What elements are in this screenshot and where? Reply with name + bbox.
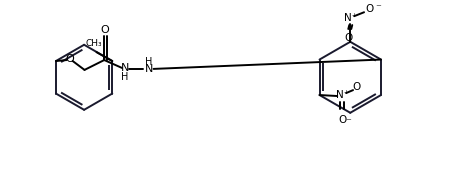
Text: CH₃: CH₃ xyxy=(85,39,101,48)
Text: O: O xyxy=(337,115,346,125)
Text: ⁻: ⁻ xyxy=(344,118,350,128)
Text: H: H xyxy=(121,72,129,82)
Text: N⁺: N⁺ xyxy=(343,13,356,23)
Text: O: O xyxy=(365,4,373,14)
Text: N: N xyxy=(144,64,152,74)
Text: ⁻: ⁻ xyxy=(374,3,380,13)
Text: H: H xyxy=(145,57,152,67)
Text: O: O xyxy=(101,26,109,35)
Text: O: O xyxy=(65,54,74,64)
Text: N: N xyxy=(121,63,129,73)
Text: O: O xyxy=(343,33,352,43)
Text: O: O xyxy=(352,82,360,92)
Text: N⁺: N⁺ xyxy=(335,90,348,100)
